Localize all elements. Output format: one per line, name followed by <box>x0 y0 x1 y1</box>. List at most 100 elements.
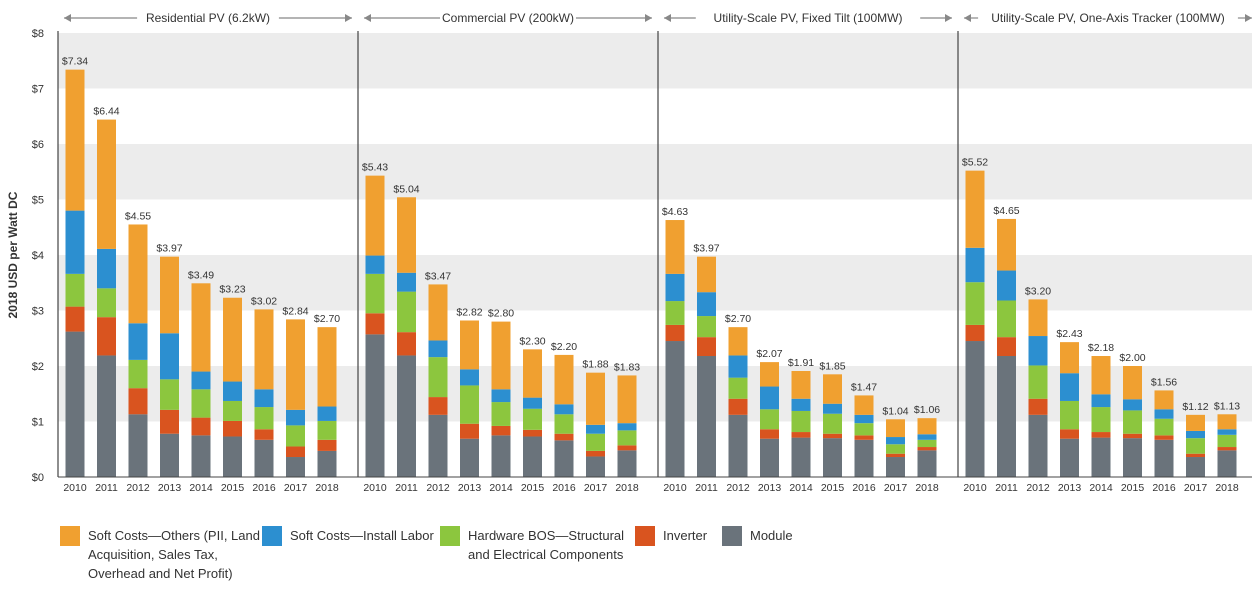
bar-segment-module <box>317 450 337 477</box>
bar-total-label: $1.13 <box>1214 400 1240 412</box>
legend-swatch-install-labor <box>262 526 282 546</box>
panel-title-utility-scale-pv-fixed-tilt-100mw: Utility-Scale PV, Fixed Tilt (100MW) <box>714 11 903 25</box>
bar-segment-inverter <box>460 423 479 439</box>
bar-segment-labor <box>1217 429 1237 435</box>
bar-total-label: $3.23 <box>219 284 245 296</box>
x-tick-label: 2017 <box>584 482 608 494</box>
x-tick-label: 2016 <box>852 482 876 494</box>
bar-segment-inverter <box>617 445 637 451</box>
x-tick-label: 2014 <box>1089 482 1113 494</box>
y-tick-label: $8 <box>32 28 44 40</box>
x-tick-label: 2013 <box>1058 482 1082 494</box>
bar-total-label: $3.20 <box>1025 285 1051 297</box>
bar-segment-bos <box>397 291 416 333</box>
bar-segment-inverter <box>223 420 242 437</box>
x-tick-label: 2011 <box>995 482 1018 494</box>
y-axis-label: 2018 USD per Watt DC <box>6 191 20 318</box>
bar-segment-module <box>760 438 779 477</box>
bar-segment-others <box>791 370 811 399</box>
bar-segment-module <box>286 457 305 477</box>
bar-segment-module <box>1217 450 1237 477</box>
bar-segment-module <box>1028 414 1048 477</box>
bar-segment-module <box>665 341 685 477</box>
legend-item-module: Module <box>722 526 793 546</box>
y-tick-label: $2 <box>32 361 44 373</box>
x-tick-label: 2013 <box>758 482 782 494</box>
bar-segment-others <box>491 321 511 390</box>
bar-segment-others <box>1028 299 1048 337</box>
bar-total-label: $2.18 <box>1088 342 1114 354</box>
bar-segment-bos <box>1217 434 1237 448</box>
x-tick-label: 2014 <box>789 482 813 494</box>
bar-segment-bos <box>428 357 448 398</box>
panel-arrowhead-left-icon <box>664 14 671 22</box>
bar-segment-others <box>965 170 985 248</box>
bar-segment-bos <box>917 439 937 448</box>
bar-total-label: $2.00 <box>1119 352 1145 364</box>
bar-segment-labor <box>523 397 542 409</box>
bar-segment-others <box>365 175 385 256</box>
x-tick-label: 2013 <box>458 482 482 494</box>
bar-segment-labor <box>191 371 211 390</box>
x-tick-label: 2014 <box>489 482 513 494</box>
bar-total-label: $3.02 <box>251 295 277 307</box>
panel-arrowhead-right-icon <box>345 14 352 22</box>
bar-segment-bos <box>317 420 337 440</box>
bar-segment-inverter <box>997 337 1016 357</box>
bar-segment-bos <box>965 282 985 325</box>
bar-segment-bos <box>760 409 779 430</box>
bar-segment-others <box>397 197 416 273</box>
grid-band-5 <box>58 144 1252 200</box>
bar-segment-module <box>1060 438 1079 477</box>
bar-total-label: $3.49 <box>188 269 214 281</box>
bar-segment-inverter <box>823 433 842 439</box>
bar-segment-inverter <box>128 388 148 415</box>
bar-segment-bos <box>160 379 179 410</box>
grid-band-3 <box>58 255 1252 311</box>
bar-total-label: $6.44 <box>93 106 119 118</box>
bar-segment-labor <box>317 406 337 421</box>
bar-segment-bos <box>617 430 637 446</box>
panel-arrowhead-right-icon <box>645 14 652 22</box>
bar-segment-labor <box>97 248 116 289</box>
bar-segment-module <box>617 450 637 477</box>
bar-segment-module <box>160 433 179 477</box>
bar-segment-labor <box>854 414 874 424</box>
bar-segment-module <box>554 440 574 477</box>
bar-segment-others <box>254 309 274 390</box>
x-tick-label: 2011 <box>695 482 718 494</box>
bar-segment-inverter <box>1217 447 1237 451</box>
bar-segment-bos <box>254 407 274 430</box>
bar-segment-bos <box>365 273 385 314</box>
bar-segment-module <box>728 414 748 477</box>
bar-total-label: $2.07 <box>756 348 782 360</box>
legend-swatch-module <box>722 526 742 546</box>
bar-segment-bos <box>554 414 574 434</box>
bar-segment-labor <box>160 333 179 380</box>
bar-segment-bos <box>97 288 116 318</box>
bar-segment-module <box>965 341 985 477</box>
x-tick-label: 2014 <box>189 482 213 494</box>
x-tick-label: 2018 <box>315 482 339 494</box>
bar-segment-others <box>223 297 242 382</box>
bar-segment-others <box>97 119 116 249</box>
bar-segment-others <box>1091 356 1111 395</box>
legend-swatch-soft-costs-others <box>60 526 80 546</box>
bar-segment-others <box>65 69 85 211</box>
y-tick-label: $1 <box>32 417 44 429</box>
bar-segment-bos <box>223 400 242 421</box>
panel-arrowhead-left-icon <box>364 14 371 22</box>
x-tick-label: 2016 <box>1152 482 1176 494</box>
bar-total-label: $5.52 <box>962 157 988 169</box>
legend-item-install-labor: Soft Costs—Install Labor <box>262 526 434 546</box>
bar-segment-others <box>1060 342 1079 374</box>
x-tick-label: 2010 <box>63 482 87 494</box>
bar-segment-module <box>823 438 842 477</box>
bar-segment-module <box>365 334 385 477</box>
bar-segment-others <box>823 374 842 404</box>
bar-total-label: $1.88 <box>582 359 608 371</box>
x-tick-label: 2017 <box>1184 482 1208 494</box>
bar-segment-inverter <box>965 324 985 342</box>
bar-segment-module <box>697 356 716 477</box>
y-tick-label: $0 <box>32 472 44 484</box>
